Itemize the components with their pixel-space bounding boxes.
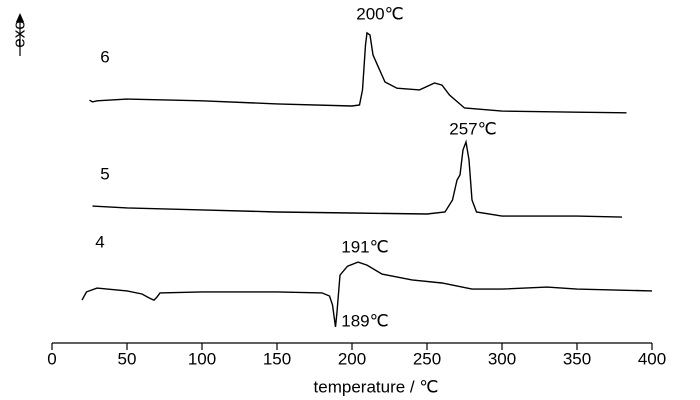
x-tick-label: 150: [263, 349, 291, 368]
annotation: 189℃: [341, 311, 388, 330]
curve-label: 5: [100, 164, 109, 183]
curve: [89, 31, 627, 114]
annotation: 191℃: [341, 237, 388, 256]
x-tick-label: 100: [188, 349, 216, 368]
curve-label: 6: [100, 47, 109, 66]
x-tick-label: 50: [118, 349, 137, 368]
y-axis-label: exo: [9, 20, 28, 47]
annotation: 200℃: [356, 4, 403, 23]
x-tick-label: 350: [563, 349, 591, 368]
x-axis-label: temperature / ℃: [314, 377, 439, 396]
curve: [92, 139, 623, 218]
x-tick-label: 400: [638, 349, 666, 368]
x-tick-label: 200: [338, 349, 366, 368]
x-tick-label: 0: [47, 349, 56, 368]
exo-arrowhead: [16, 13, 24, 22]
x-tick-label: 300: [488, 349, 516, 368]
annotation: 257℃: [449, 119, 496, 138]
curve-label: 4: [95, 232, 104, 251]
x-tick-label: 250: [413, 349, 441, 368]
curve: [81, 261, 653, 327]
